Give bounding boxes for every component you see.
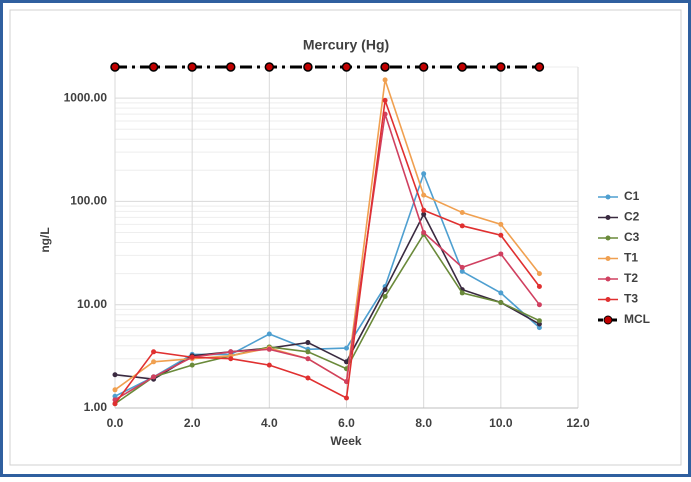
- point: [496, 62, 506, 72]
- point: [266, 362, 272, 368]
- series-line: [114, 100, 541, 405]
- legend-marker: [605, 256, 611, 261]
- series-line: [114, 171, 540, 397]
- point: [110, 62, 120, 72]
- x-tick-label: 2.0: [184, 416, 201, 430]
- legend-label: T2: [624, 271, 638, 285]
- point: [112, 387, 118, 393]
- point: [303, 62, 313, 72]
- y-axis-label: ng/L: [38, 227, 52, 252]
- point: [382, 294, 388, 300]
- point: [459, 223, 465, 229]
- point: [421, 171, 427, 177]
- point: [305, 349, 311, 355]
- legend-marker: [605, 276, 611, 282]
- legend-marker: [603, 315, 613, 325]
- x-tick-label: 12.0: [566, 416, 590, 430]
- y-tick-label: 10.00: [77, 297, 107, 311]
- point: [189, 362, 195, 368]
- x-axis-label: Week: [330, 434, 361, 448]
- point: [344, 359, 349, 365]
- point: [536, 271, 542, 277]
- point: [112, 393, 118, 399]
- point: [266, 346, 272, 352]
- point: [344, 345, 349, 351]
- point: [341, 62, 352, 72]
- point: [264, 62, 275, 72]
- y-tick-label: 1000.00: [64, 90, 108, 104]
- legend-label: C2: [624, 210, 640, 224]
- point: [189, 354, 195, 360]
- point: [498, 232, 504, 238]
- point: [266, 331, 272, 337]
- y-tick-label: 1.00: [84, 400, 108, 414]
- point: [459, 290, 465, 296]
- point: [305, 375, 311, 381]
- legend-marker: [605, 235, 611, 241]
- legend-label: C1: [624, 189, 640, 203]
- point: [418, 62, 429, 72]
- point: [498, 251, 504, 257]
- point: [112, 401, 118, 407]
- point: [421, 229, 427, 235]
- legend-label: MCL: [624, 312, 650, 326]
- series-line: [114, 232, 540, 405]
- point: [305, 340, 311, 346]
- point: [459, 264, 465, 270]
- point: [459, 268, 465, 274]
- point: [536, 302, 542, 308]
- point: [151, 374, 157, 380]
- x-tick-label: 4.0: [261, 416, 278, 430]
- point: [382, 97, 388, 103]
- point: [344, 395, 349, 401]
- point: [151, 359, 157, 365]
- point: [498, 300, 504, 306]
- point: [421, 207, 427, 213]
- point: [228, 356, 234, 362]
- point: [382, 77, 388, 83]
- x-tick-label: 6.0: [338, 416, 355, 430]
- series-line: [114, 113, 541, 401]
- legend-marker: [605, 297, 611, 302]
- point: [380, 62, 390, 72]
- chart-area: [9, 9, 682, 466]
- legend-marker: [605, 194, 611, 200]
- point: [536, 284, 542, 290]
- legend-marker: [605, 215, 611, 220]
- point: [536, 318, 542, 324]
- point: [459, 210, 465, 216]
- point: [226, 62, 236, 72]
- legend-label: T1: [624, 251, 638, 265]
- point: [498, 290, 504, 296]
- point: [151, 349, 157, 355]
- point: [421, 192, 427, 198]
- point: [421, 211, 427, 217]
- point: [498, 221, 504, 227]
- point: [148, 62, 159, 72]
- y-tick-label: 100.00: [70, 194, 107, 208]
- legend-label: C3: [624, 230, 640, 244]
- point: [112, 372, 118, 378]
- point: [228, 349, 234, 355]
- point: [534, 62, 545, 72]
- x-tick-label: 0.0: [107, 416, 124, 430]
- point: [382, 287, 388, 293]
- x-tick-label: 10.0: [489, 416, 513, 430]
- point: [187, 62, 197, 72]
- legend-label: T3: [624, 292, 638, 306]
- point: [536, 325, 542, 331]
- chart-title: Mercury (Hg): [303, 37, 389, 53]
- point: [305, 356, 311, 362]
- x-tick-label: 8.0: [415, 416, 432, 430]
- point: [457, 62, 467, 72]
